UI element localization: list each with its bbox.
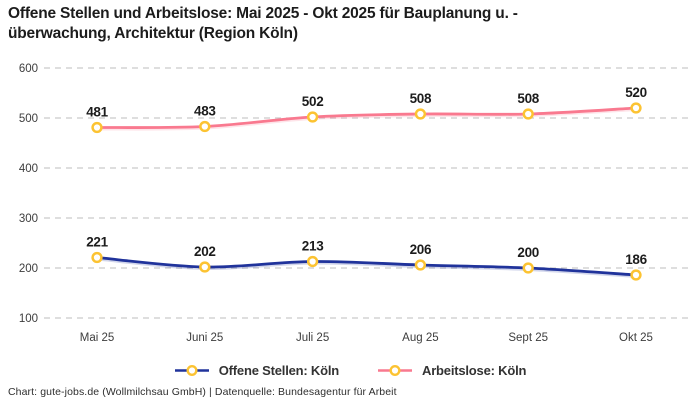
y-tick-label: 600: [19, 63, 38, 75]
x-tick-label: Aug 25: [402, 332, 438, 344]
chart-title-line1: Offene Stellen und Arbeitslose: Mai 2025…: [8, 5, 518, 22]
y-tick-label: 100: [19, 313, 38, 325]
data-point-marker: [91, 121, 103, 134]
y-tick-label: 500: [19, 113, 38, 125]
data-point-marker: [199, 120, 211, 133]
y-tick-label: 400: [19, 163, 38, 175]
data-point-label: 213: [302, 239, 324, 254]
series-line-shadow: [95, 257, 638, 279]
data-point-marker: [414, 108, 427, 120]
x-tick-label: Okt 25: [619, 332, 653, 344]
data-point-marker: [306, 111, 319, 123]
data-point-label: 186: [625, 252, 647, 267]
x-tick-label: Mai 25: [80, 332, 115, 344]
legend-label-arbeitslose: Arbeitslose: Köln: [422, 362, 527, 378]
line-chart: 100 200 300 400 500 600 Mai 25 Juni 25 Juli 25 Au…: [19, 63, 688, 344]
data-point-label: 520: [625, 85, 647, 100]
data-point-label: 202: [194, 244, 216, 259]
data-point-marker: [630, 102, 642, 114]
x-tick-label: Sept 25: [508, 332, 548, 344]
data-point-marker: [306, 255, 319, 268]
data-point-label: 200: [517, 245, 539, 260]
chart-title: Offene Stellen und Arbeitslose: Mai 2025…: [8, 4, 668, 44]
data-point-label: 483: [194, 104, 216, 119]
y-tick-label: 300: [19, 213, 38, 225]
legend-item-arbeitslose: Arbeitslose: Köln: [377, 363, 526, 378]
data-point-label: 508: [517, 91, 539, 106]
x-tick-label: Juli 25: [296, 332, 329, 344]
legend-swatch-offene-stellen-icon: [174, 364, 209, 376]
data-point-marker: [199, 261, 211, 273]
data-point-marker: [414, 259, 427, 271]
data-point-label: 221: [86, 235, 108, 250]
series-line: [95, 106, 638, 129]
attribution-footer: Chart: gute-jobs.de (Wollmilchsau GmbH) …: [8, 386, 397, 398]
data-point-marker: [91, 251, 103, 264]
x-tick-label: Juni 25: [186, 332, 223, 344]
data-point-marker: [522, 108, 534, 120]
chart-legend: Offene Stellen: Köln Arbeitslose: Köln: [0, 358, 700, 382]
data-point-label: 481: [86, 105, 108, 120]
data-point-marker: [630, 269, 642, 281]
series-line-shadow: [95, 108, 638, 131]
legend-item-offene-stellen: Offene Stellen: Köln: [174, 363, 339, 378]
data-point-label: 502: [302, 94, 324, 109]
legend-label-offene-stellen: Offene Stellen: Köln: [218, 362, 339, 378]
legend-swatch-arbeitslose-icon: [378, 364, 412, 376]
data-point-label: 508: [410, 91, 432, 106]
data-point-label: 206: [410, 242, 432, 257]
series-line: [95, 256, 638, 277]
y-tick-label: 200: [19, 263, 38, 275]
chart-title-line2: überwachung, Architektur (Region Köln): [8, 24, 298, 42]
data-point-marker: [522, 262, 534, 274]
